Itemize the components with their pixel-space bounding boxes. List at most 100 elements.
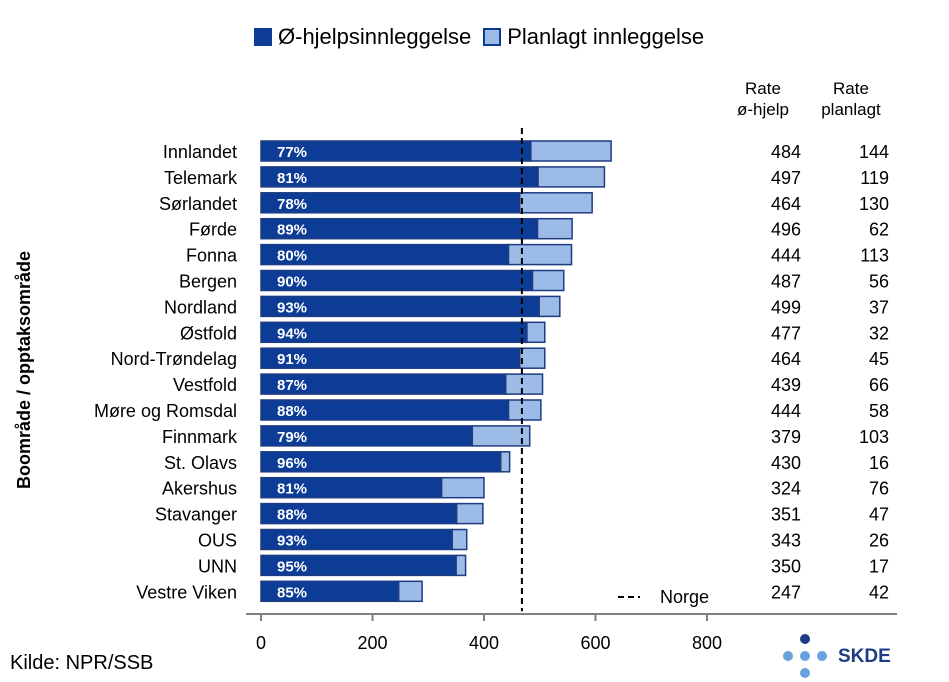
bar-planned-fonna [507,243,573,266]
bar-planned-østfold [526,321,546,344]
category-label-telemark: Telemark [164,168,238,188]
bar-planned-stavanger [455,502,484,525]
rate-planned-vestfold: 66 [869,375,889,395]
rate-emergency-fonna: 444 [771,246,801,266]
rate-emergency-vestre-viken: 247 [771,582,801,602]
x-tick-label-0: 0 [256,633,266,653]
share-label-sørlandet: 78% [277,196,307,213]
bar-planned-vestfold [504,373,544,395]
logo-dot-center [800,651,810,661]
category-label-østfold: Østfold [180,323,237,343]
share-label-vestfold: 87% [277,377,307,394]
planned-rate-header: Rate planlagt [810,78,892,120]
rate-planned-vestre-viken: 42 [869,582,889,602]
rate-planned-nord-trøndelag: 45 [869,349,889,369]
logo-dot-bottom [800,668,810,678]
share-label-fonna: 80% [277,248,307,265]
x-tick-label-800: 800 [692,633,722,653]
logo-dot-top [800,634,810,644]
rate-planned-telemark: 119 [860,168,889,188]
bar-planned-finnmark [471,425,531,447]
category-label-ous: OUS [198,531,237,551]
rate-planned-ous: 26 [869,531,889,551]
rate-planned-st-olavs: 16 [869,453,889,473]
reference-legend-label: Norge [660,587,709,607]
rate-emergency-førde: 496 [771,220,801,240]
bar-planned-ous [451,528,468,551]
share-label-akershus: 81% [277,481,307,498]
rate-emergency-stavanger: 351 [771,505,801,525]
category-label-nordland: Nordland [164,297,237,317]
rate-emergency-st-olavs: 430 [771,453,801,473]
bar-planned-nordland [538,295,561,318]
rate-emergency-telemark: 497 [771,168,801,188]
x-tick-label-400: 400 [469,633,499,653]
share-label-østfold: 94% [277,325,307,342]
rate-planned-innlandet: 144 [859,142,889,162]
category-label-stavanger: Stavanger [155,505,237,525]
bar-planned-akershus [440,476,485,499]
share-label-nordland: 93% [277,299,307,316]
x-tick-label-200: 200 [357,633,387,653]
category-label-vestfold: Vestfold [173,375,237,395]
category-label-førde: Førde [189,220,237,240]
x-tick-label-600: 600 [580,633,610,653]
legend-swatch-planned [483,28,502,46]
rate-emergency-ous: 343 [771,531,801,551]
share-label-møre-og-romsdal: 88% [277,403,307,420]
share-label-stavanger: 88% [277,507,307,524]
rate-emergency-unn: 350 [771,556,801,576]
bar-planned-sørlandet [518,192,593,214]
rate-emergency-østfold: 477 [771,323,801,343]
category-label-møre-og-romsdal: Møre og Romsdal [94,401,237,421]
legend-item-planned: Planlagt innleggelse [483,24,704,50]
bar-planned-bergen [531,269,565,292]
rate-planned-førde: 62 [869,220,889,240]
category-label-innlandet: Innlandet [163,142,237,162]
bar-planned-førde [536,217,573,240]
rate-emergency-innlandet: 484 [771,142,801,162]
logo-dot-right [817,651,827,661]
planned-rate-header-line2: planlagt [821,100,881,119]
emergency-rate-header-line2: ø-hjelp [737,100,789,119]
category-label-sørlandet: Sørlandet [159,194,237,214]
rate-planned-bergen: 56 [869,272,889,292]
share-label-telemark: 81% [277,170,307,187]
rate-emergency-sørlandet: 464 [771,194,801,214]
logo-dot-left [783,651,793,661]
category-label-bergen: Bergen [179,272,237,292]
rate-emergency-nord-trøndelag: 464 [771,349,801,369]
bar-planned-nord-trøndelag [518,347,546,369]
rate-planned-akershus: 76 [869,479,889,499]
category-label-nord-trøndelag: Nord-Trøndelag [111,349,237,369]
skde-logo: SKDE [783,634,903,680]
share-label-finnmark: 79% [277,429,307,446]
bar-planned-innlandet [530,140,612,162]
share-label-bergen: 90% [277,274,307,291]
rate-emergency-vestfold: 439 [771,375,801,395]
bar-planned-unn [455,554,467,577]
bar-planned-møre-og-romsdal [507,399,542,421]
bar-planned-vestre-viken [397,580,423,603]
rate-emergency-møre-og-romsdal: 444 [771,401,801,421]
rate-emergency-nordland: 499 [771,297,801,317]
rate-planned-møre-og-romsdal: 58 [869,401,889,421]
source-note: Kilde: NPR/SSB [10,652,154,674]
legend-item-emergency: Ø-hjelpsinnleggelse [254,24,471,50]
emergency-rate-header: Rate ø-hjelp [722,78,804,120]
rate-planned-sørlandet: 130 [859,194,889,214]
category-label-finnmark: Finnmark [162,427,238,447]
bar-planned-telemark [537,166,606,188]
legend-label-planned: Planlagt innleggelse [507,24,705,49]
rate-planned-stavanger: 47 [869,505,889,525]
category-label-vestre-viken: Vestre Viken [136,582,237,602]
category-label-unn: UNN [198,556,237,576]
y-axis-label: Boområde / opptaksområde [14,251,34,489]
share-label-st-olavs: 96% [277,455,307,472]
category-label-fonna: Fonna [186,246,238,266]
share-label-ous: 93% [277,533,307,550]
rate-emergency-akershus: 324 [771,479,801,499]
rate-emergency-bergen: 487 [771,272,801,292]
legend: Ø-hjelpsinnleggelse Planlagt innleggelse [254,24,716,50]
